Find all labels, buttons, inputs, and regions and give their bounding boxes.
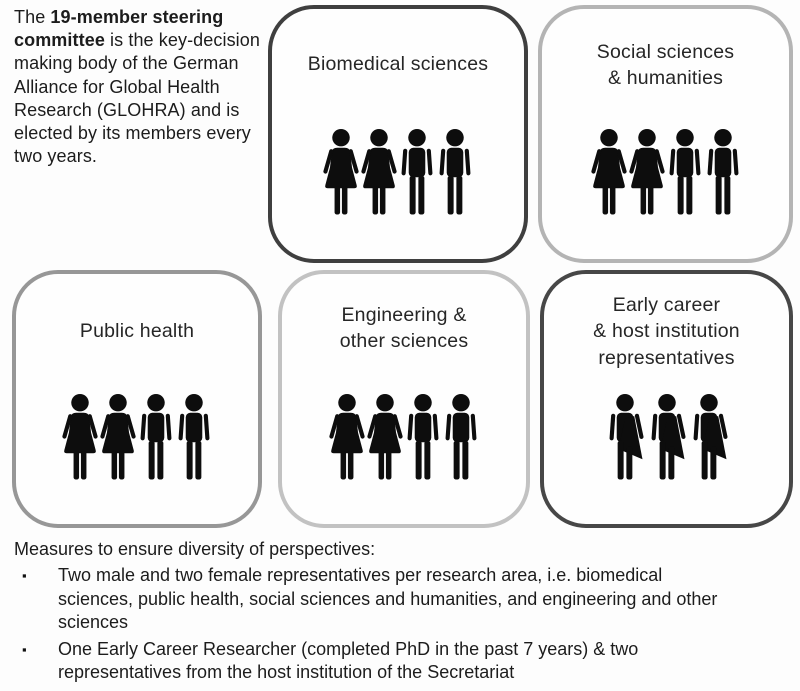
group-title: Early career & host institution represen… — [593, 294, 740, 369]
group-people-row — [328, 392, 480, 498]
person-icon-male — [401, 128, 433, 215]
person-icon-male — [407, 393, 439, 480]
group-card-social-sciences-humanities: Social sciences & humanities — [538, 5, 793, 263]
group-title: Biomedical sciences — [307, 53, 489, 75]
group-card-public-health: Public health — [12, 270, 262, 528]
person-icon-mixed-gender — [651, 393, 686, 480]
person-icon-female — [323, 128, 359, 215]
intro-paragraph: The 19-member steering committee is the … — [14, 6, 264, 169]
person-icon-male — [140, 393, 172, 480]
measures-title: Measures to ensure diversity of perspect… — [14, 539, 376, 559]
bullet-icon: ▪ — [22, 568, 27, 584]
group-people-row — [590, 127, 742, 233]
measures-section: Measures to ensure diversity of perspect… — [14, 538, 786, 684]
person-icon-female — [100, 393, 136, 480]
group-people-row — [61, 392, 213, 498]
person-icon-mixed-gender — [609, 393, 644, 480]
group-title: Engineering & other sciences — [339, 304, 469, 353]
group-card-early-career-host-institution: Early career & host institution represen… — [540, 270, 793, 528]
list-item-text: One Early Career Researcher (completed P… — [58, 638, 639, 682]
person-icon-female — [590, 128, 627, 215]
list-item: ▪ One Early Career Researcher (completed… — [14, 638, 722, 685]
person-icon-female — [367, 393, 403, 480]
person-icon-mixed-gender — [693, 393, 728, 480]
group-title: Social sciences & humanities — [596, 41, 735, 90]
person-icon-male — [707, 128, 738, 215]
group-people-row — [604, 392, 730, 498]
person-icon-male — [439, 128, 471, 215]
group-title: Public health — [79, 320, 195, 342]
group-people-row — [322, 127, 474, 233]
person-icon-male — [178, 393, 210, 480]
group-card-biomedical-sciences: Biomedical sciences — [268, 5, 528, 263]
person-icon-female — [329, 393, 365, 480]
list-item: ▪ Two male and two female representative… — [14, 564, 722, 634]
intro-text: is the key-decision making body of the G… — [14, 30, 261, 167]
group-card-engineering-other-sciences: Engineering & other sciences — [278, 270, 530, 528]
person-icon-female — [628, 128, 665, 215]
person-icon-male — [669, 128, 700, 215]
person-icon-female — [361, 128, 397, 215]
intro-text-bold: 19-member steering committee — [14, 7, 224, 51]
list-item-text: Two male and two female representatives … — [58, 565, 718, 633]
intro-text: The — [14, 7, 51, 27]
person-icon-female — [62, 393, 98, 480]
bullet-icon: ▪ — [22, 641, 27, 657]
person-icon-male — [445, 393, 477, 480]
